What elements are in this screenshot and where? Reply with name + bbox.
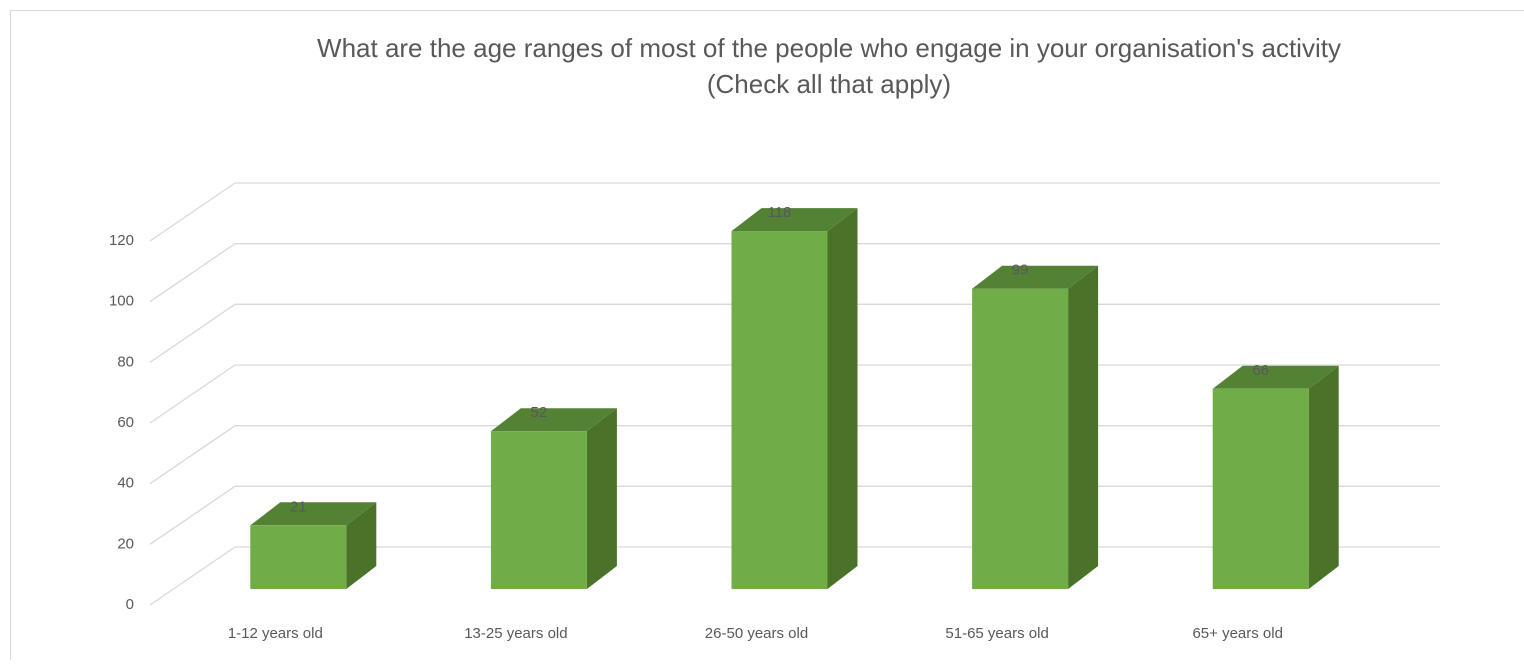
grid-line xyxy=(150,304,235,362)
data-label: 21 xyxy=(290,498,307,515)
x-tick-label: 65+ years old xyxy=(1192,625,1282,642)
y-tick-label: 80 xyxy=(117,353,134,370)
bar-side xyxy=(587,408,617,589)
x-tick-label: 1-12 years old xyxy=(228,625,323,642)
y-tick-label: 0 xyxy=(126,596,134,613)
data-label: 118 xyxy=(768,204,792,221)
x-tick-label: 13-25 years old xyxy=(464,625,567,642)
bar-side xyxy=(1068,266,1098,589)
bar-side xyxy=(828,208,858,589)
bar-side xyxy=(1309,366,1339,589)
data-label: 99 xyxy=(1012,262,1029,279)
grid-line xyxy=(150,426,235,484)
grid-line xyxy=(150,183,235,241)
bar xyxy=(1213,389,1309,589)
y-tick-label: 20 xyxy=(117,535,134,552)
bar xyxy=(491,431,587,589)
grid-line xyxy=(150,547,235,605)
grid-line xyxy=(150,486,235,544)
y-tick-label: 100 xyxy=(109,293,134,310)
bar xyxy=(250,525,346,589)
grid-line xyxy=(150,365,235,423)
y-tick-label: 40 xyxy=(117,475,134,492)
bar xyxy=(972,289,1068,589)
x-tick-label: 26-50 years old xyxy=(705,625,808,642)
data-label: 66 xyxy=(1252,362,1269,379)
grid-line xyxy=(150,244,235,302)
x-tick-label: 51-65 years old xyxy=(945,625,1048,642)
chart-title: What are the age ranges of most of the p… xyxy=(317,33,1341,63)
data-label: 52 xyxy=(531,404,548,421)
chart-title: (Check all that apply) xyxy=(707,69,951,99)
y-tick-label: 120 xyxy=(109,232,134,249)
bar xyxy=(732,231,828,589)
y-tick-label: 60 xyxy=(117,414,134,431)
